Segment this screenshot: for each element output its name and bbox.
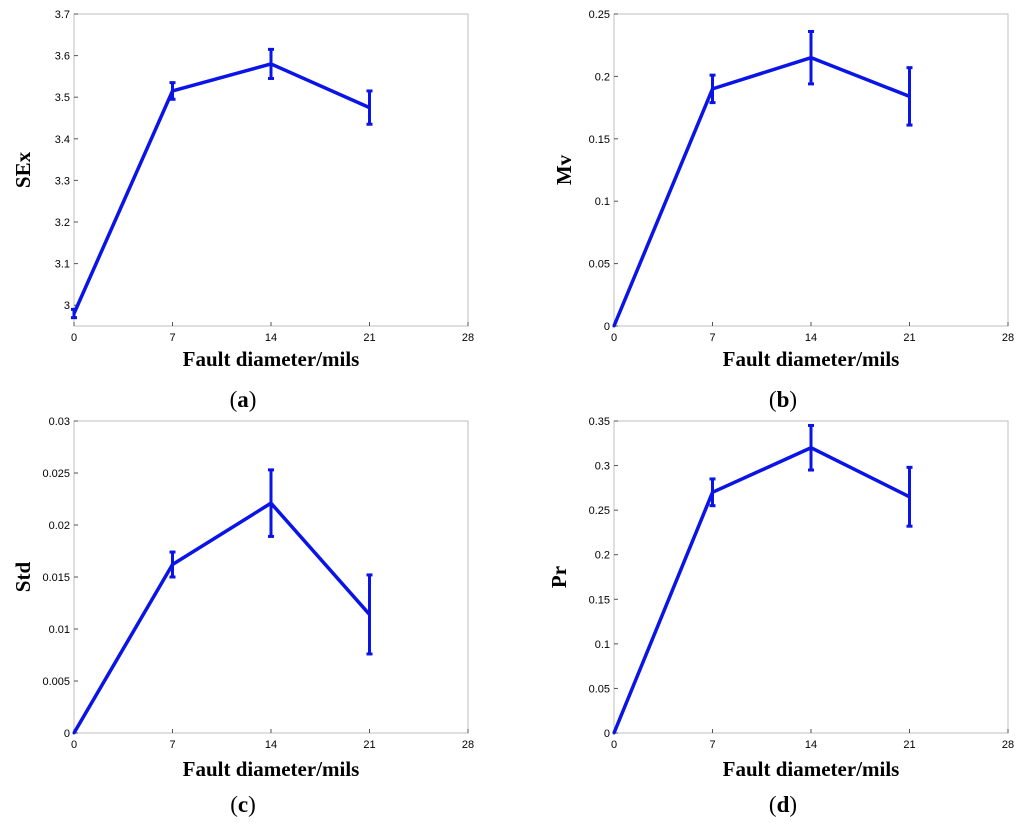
x-tick-label: 28 [462, 332, 474, 344]
y-tick-label: 3.2 [55, 217, 70, 229]
chart-panel-b: 0 7 14 21 28 0 0.05 0.1 0.15 0.2 0.25 Fault diamete… [552, 9, 1014, 412]
x-tick-label: 21 [363, 739, 375, 751]
y-tick-label: 0.25 [589, 505, 610, 517]
y-tick-label: 0.15 [589, 594, 610, 606]
y-tick-label: 0.03 [49, 416, 70, 428]
x-tick-label: 14 [805, 739, 817, 751]
panel-label-open: ( [230, 387, 238, 412]
x-tick-label: 7 [709, 739, 715, 751]
x-tick-label: 0 [611, 332, 617, 344]
y-tick-label: 0 [64, 728, 70, 740]
x-tick-label: 21 [903, 739, 915, 751]
y-axis-label: Pr [547, 566, 571, 588]
y-tick-label: 0 [604, 728, 610, 740]
panel-label-close: ) [789, 387, 797, 412]
plot-frame [73, 420, 469, 734]
panel-label: (d) [769, 792, 797, 817]
y-tick-label: 3.4 [55, 134, 70, 146]
y-tick-label: 0.3 [595, 461, 610, 473]
panel-label-letter: a [237, 387, 249, 412]
x-tick-label: 0 [71, 739, 77, 751]
x-tick-label: 28 [1002, 739, 1014, 751]
series-line [72, 501, 371, 734]
x-tick-label: 14 [805, 332, 817, 344]
x-tick-label: 28 [1002, 332, 1014, 344]
y-tick-label: 0.1 [595, 639, 610, 651]
y-tick-label: 3.7 [55, 9, 70, 21]
x-tick-label: 28 [462, 739, 474, 751]
data-point [612, 731, 616, 735]
panel-label-letter: c [238, 792, 248, 817]
y-axis-label: Std [11, 562, 35, 593]
y-tick-label: 0.2 [595, 550, 610, 562]
x-tick-label: 0 [71, 332, 77, 344]
x-axis-label: Fault diameter/mils [183, 347, 360, 371]
data-point [612, 324, 616, 328]
panel-label-close: ) [249, 387, 257, 412]
y-tick-label: 3.1 [55, 259, 70, 271]
y-axis-label: SEx [11, 151, 35, 188]
x-tick-label: 14 [265, 332, 277, 344]
x-axis-label: Fault diameter/mils [183, 757, 360, 781]
x-tick-label: 7 [169, 739, 175, 751]
panel-label-open: ( [769, 387, 777, 412]
y-tick-label: 0.2 [595, 71, 610, 83]
y-tick-label: 0.01 [49, 624, 70, 636]
x-axis-label: Fault diameter/mils [723, 757, 900, 781]
panel-label-letter: b [777, 387, 790, 412]
panel-label-close: ) [248, 792, 256, 817]
chart-panel-a: 0 7 14 21 28 3 3.1 3.2 3.3 3.4 3.5 3.6 3.7 Fault diam… [11, 9, 474, 412]
x-tick-label: 7 [709, 332, 715, 344]
y-tick-label: 3.5 [55, 92, 70, 104]
y-tick-label: 0.015 [42, 572, 70, 584]
y-tick-label: 0 [604, 321, 610, 333]
x-tick-label: 14 [265, 739, 277, 751]
y-tick-label: 3.6 [55, 51, 70, 63]
y-tick-label: 3 [64, 300, 70, 312]
y-tick-label: 0.1 [595, 196, 610, 208]
y-tick-label: 0.05 [589, 683, 610, 695]
y-tick-label: 0.15 [589, 134, 610, 146]
y-tick-label: 0.005 [42, 676, 70, 688]
panel-label: (b) [769, 387, 797, 412]
x-axis-label: Fault diameter/mils [723, 347, 900, 371]
panel-label-letter: d [777, 792, 790, 817]
panel-label: (c) [230, 792, 256, 817]
x-tick-label: 0 [611, 739, 617, 751]
chart-panel-c: 0 7 14 21 28 0 0.005 0.01 0.015 0.02 0.025 0.03 Faul… [11, 416, 474, 817]
panel-label: (a) [230, 387, 257, 412]
chart-panel-d: 0 7 14 21 28 0 0.05 0.1 0.15 0.2 0.25 0.3 0.35 Fault … [547, 416, 1014, 817]
series-line [612, 55, 911, 327]
y-tick-label: 0.02 [49, 520, 70, 532]
y-axis-label: Mv [552, 154, 576, 185]
y-tick-label: 0.025 [42, 468, 70, 480]
y-tick-label: 0.25 [589, 9, 610, 21]
x-tick-label: 21 [903, 332, 915, 344]
y-tick-label: 0.05 [589, 259, 610, 271]
x-tick-label: 21 [363, 332, 375, 344]
panel-label-open: ( [230, 792, 238, 817]
panel-label-close: ) [789, 792, 797, 817]
y-tick-label: 0.35 [589, 416, 610, 428]
data-point [72, 731, 76, 735]
series-line [72, 62, 371, 315]
y-tick-label: 3.3 [55, 175, 70, 187]
panel-label-open: ( [769, 792, 777, 817]
series-line [612, 445, 911, 734]
x-tick-label: 7 [169, 332, 175, 344]
